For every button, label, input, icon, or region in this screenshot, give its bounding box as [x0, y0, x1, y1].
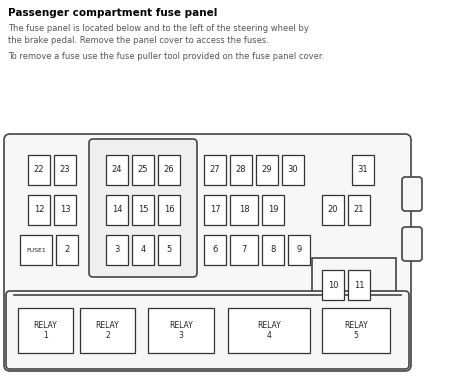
Bar: [106, 235, 128, 265]
Bar: [322, 270, 344, 300]
Bar: [54, 195, 76, 225]
Text: 31: 31: [358, 165, 368, 174]
Text: RELAY
5: RELAY 5: [344, 321, 368, 340]
Text: RELAY
1: RELAY 1: [34, 321, 57, 340]
Text: 13: 13: [60, 206, 70, 214]
Bar: [348, 270, 370, 300]
Bar: [348, 195, 370, 225]
Bar: [262, 235, 284, 265]
Text: 23: 23: [60, 165, 70, 174]
Text: RELAY
4: RELAY 4: [257, 321, 281, 340]
Bar: [204, 195, 226, 225]
Text: 24: 24: [112, 165, 122, 174]
Bar: [148, 308, 214, 353]
Text: 29: 29: [262, 165, 272, 174]
Bar: [20, 235, 52, 265]
Text: 18: 18: [239, 206, 249, 214]
Bar: [230, 195, 258, 225]
Bar: [158, 235, 180, 265]
Bar: [132, 235, 154, 265]
Bar: [80, 308, 135, 353]
Text: 2: 2: [64, 245, 70, 255]
Bar: [288, 235, 310, 265]
Text: 5: 5: [166, 245, 172, 255]
FancyBboxPatch shape: [4, 134, 411, 371]
Bar: [56, 235, 78, 265]
Text: 10: 10: [328, 280, 338, 289]
Bar: [230, 235, 258, 265]
Text: 30: 30: [288, 165, 298, 174]
Bar: [132, 195, 154, 225]
Bar: [322, 195, 344, 225]
Text: 4: 4: [140, 245, 146, 255]
Text: 20: 20: [328, 206, 338, 214]
Text: 14: 14: [112, 206, 122, 214]
Text: 17: 17: [210, 206, 220, 214]
FancyBboxPatch shape: [402, 177, 422, 211]
Text: To remove a fuse use the fuse puller tool provided on the fuse panel cover.: To remove a fuse use the fuse puller too…: [8, 52, 324, 61]
Text: RELAY
3: RELAY 3: [169, 321, 193, 340]
FancyBboxPatch shape: [6, 291, 409, 369]
Bar: [106, 195, 128, 225]
Text: The fuse panel is located below and to the left of the steering wheel by: The fuse panel is located below and to t…: [8, 24, 309, 33]
Text: 9: 9: [296, 245, 301, 255]
Bar: [28, 155, 50, 185]
Bar: [204, 235, 226, 265]
Bar: [106, 155, 128, 185]
Text: 15: 15: [138, 206, 148, 214]
Text: RELAY
2: RELAY 2: [96, 321, 119, 340]
Bar: [132, 155, 154, 185]
Text: 26: 26: [164, 165, 174, 174]
Text: 11: 11: [354, 280, 364, 289]
Bar: [158, 155, 180, 185]
Bar: [322, 308, 390, 353]
Text: 21: 21: [354, 206, 364, 214]
Bar: [18, 308, 73, 353]
Bar: [230, 155, 252, 185]
Bar: [352, 155, 374, 185]
Text: the brake pedal. Remove the panel cover to access the fuses.: the brake pedal. Remove the panel cover …: [8, 36, 269, 45]
Text: 25: 25: [138, 165, 148, 174]
Bar: [312, 258, 396, 308]
Text: Passenger compartment fuse panel: Passenger compartment fuse panel: [8, 8, 218, 18]
FancyBboxPatch shape: [89, 139, 197, 277]
Text: 28: 28: [236, 165, 246, 174]
FancyBboxPatch shape: [402, 227, 422, 261]
Text: 3: 3: [114, 245, 120, 255]
Bar: [54, 155, 76, 185]
Bar: [256, 155, 278, 185]
Bar: [228, 308, 310, 353]
Text: 12: 12: [34, 206, 44, 214]
Text: 19: 19: [268, 206, 278, 214]
Text: FUSE1: FUSE1: [26, 248, 46, 252]
Bar: [28, 195, 50, 225]
Text: 7: 7: [241, 245, 246, 255]
Text: 8: 8: [270, 245, 276, 255]
Text: 27: 27: [210, 165, 220, 174]
Text: 6: 6: [212, 245, 218, 255]
Bar: [158, 195, 180, 225]
Text: 22: 22: [34, 165, 44, 174]
Bar: [282, 155, 304, 185]
Text: 16: 16: [164, 206, 174, 214]
Bar: [204, 155, 226, 185]
Bar: [262, 195, 284, 225]
